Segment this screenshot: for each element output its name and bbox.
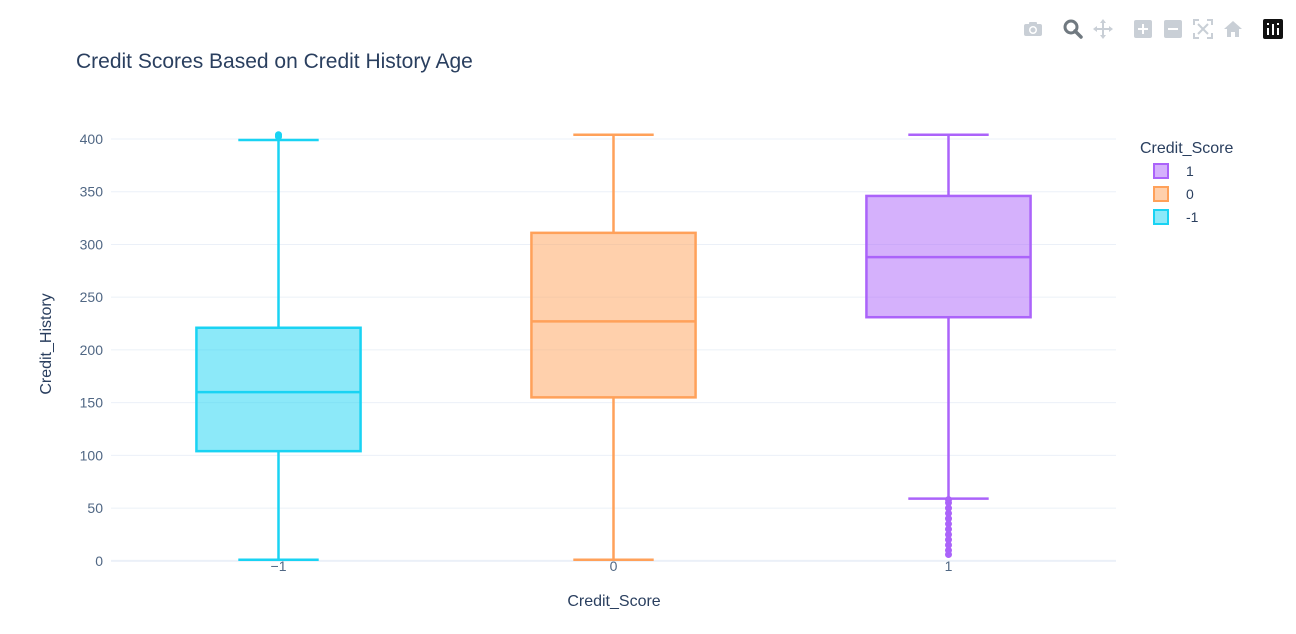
- outlier-point[interactable]: [945, 536, 952, 544]
- x-tick-labels: −1 0 1: [271, 558, 953, 574]
- x-tick-label: 1: [945, 558, 953, 574]
- legend-swatch: [1153, 186, 1169, 202]
- chart-title: Credit Scores Based on Credit History Ag…: [76, 50, 473, 73]
- plotly-logo-icon[interactable]: [1262, 18, 1284, 40]
- outlier-point[interactable]: [945, 530, 952, 538]
- box-traces[interactable]: [195, 131, 1032, 562]
- box-trace-0[interactable]: [530, 133, 697, 562]
- legend-label: -1: [1186, 209, 1199, 225]
- zoom-icon[interactable]: [1062, 18, 1084, 40]
- autoscale-icon[interactable]: [1192, 18, 1214, 40]
- iqr-box[interactable]: [530, 231, 697, 399]
- y-tick-label: 250: [80, 289, 104, 305]
- legend-items[interactable]: 1 0 -1: [1153, 163, 1199, 225]
- legend-label: 0: [1186, 186, 1194, 202]
- legend-label: 1: [1186, 163, 1194, 179]
- home-icon[interactable]: [1222, 18, 1244, 40]
- legend: Credit_Score 1 0 -1: [1140, 140, 1233, 225]
- x-axis-title: Credit_Score: [567, 593, 660, 610]
- legend-swatch: [1153, 209, 1169, 225]
- outlier-point[interactable]: [945, 541, 952, 549]
- legend-swatch: [1153, 163, 1169, 179]
- legend-item--1[interactable]: -1: [1153, 209, 1199, 225]
- legend-item-0[interactable]: 0: [1153, 186, 1194, 202]
- y-tick-label: 300: [80, 236, 104, 252]
- outlier-point[interactable]: [945, 496, 952, 504]
- y-tick-label: 150: [80, 395, 104, 411]
- zoom-in-icon[interactable]: [1132, 18, 1154, 40]
- outlier-point[interactable]: [275, 131, 282, 139]
- outlier-point[interactable]: [945, 525, 952, 533]
- outlier-point[interactable]: [945, 504, 952, 512]
- y-tick-label: 50: [87, 500, 103, 516]
- legend-item-1[interactable]: 1: [1153, 163, 1194, 179]
- outlier-point[interactable]: [945, 509, 952, 517]
- legend-title: Credit_Score: [1140, 140, 1233, 157]
- x-tick-label: 0: [610, 558, 618, 574]
- camera-icon[interactable]: [1022, 18, 1044, 40]
- y-tick-label: 350: [80, 184, 104, 200]
- y-tick-labels: 0 50 100 150 200 250 300 350 400: [80, 131, 104, 569]
- box-trace--1[interactable]: [195, 131, 362, 562]
- y-tick-label: 0: [95, 553, 103, 569]
- outlier-point[interactable]: [945, 546, 952, 554]
- pan-icon[interactable]: [1092, 18, 1114, 40]
- box-trace-1[interactable]: [865, 133, 1032, 559]
- iqr-box[interactable]: [195, 326, 362, 453]
- zoom-out-icon[interactable]: [1162, 18, 1184, 40]
- y-axis-title: Credit_History: [38, 293, 55, 394]
- x-tick-label: −1: [271, 558, 287, 574]
- outlier-point[interactable]: [945, 515, 952, 523]
- modebar: [1014, 16, 1284, 42]
- y-tick-label: 200: [80, 342, 104, 358]
- outlier-point[interactable]: [945, 520, 952, 528]
- y-tick-label: 400: [80, 131, 104, 147]
- y-tick-label: 100: [80, 447, 104, 463]
